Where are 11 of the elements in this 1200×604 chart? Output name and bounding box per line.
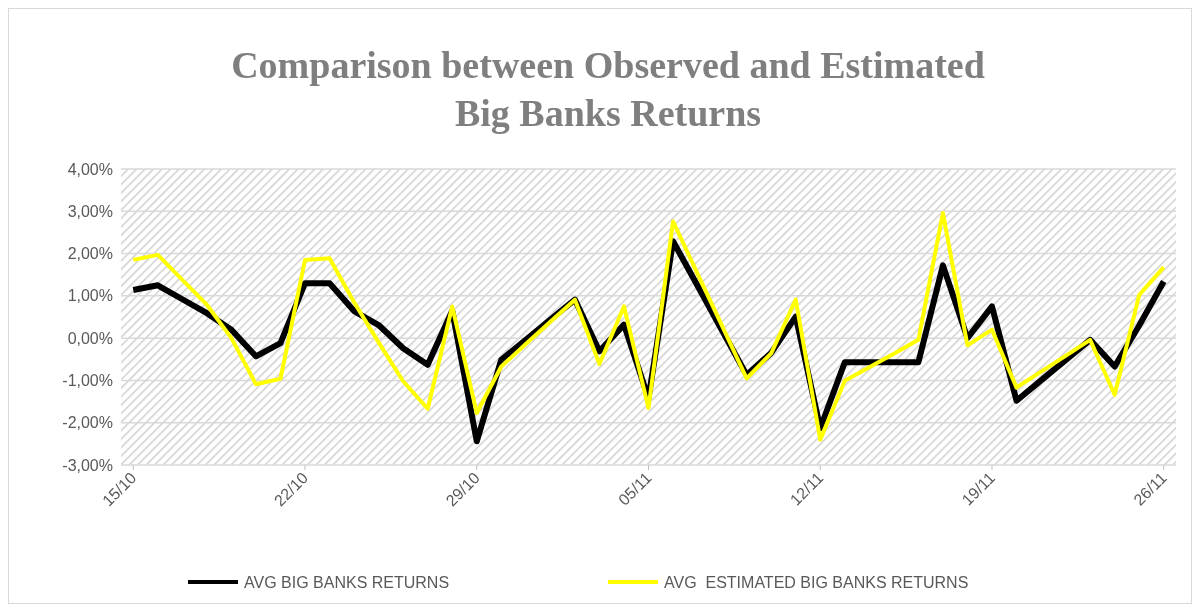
legend-label: AVG BIG BANKS RETURNS — [244, 573, 450, 591]
y-tick-label: 3,00% — [67, 202, 113, 220]
y-tick-label: 2,00% — [67, 245, 113, 263]
y-tick-label: 0,00% — [67, 329, 113, 347]
y-tick-label: 1,00% — [67, 287, 113, 305]
y-tick-label: -2,00% — [62, 414, 113, 432]
y-tick-label: 4,00% — [67, 160, 113, 178]
legend-label: AVG ESTIMATED BIG BANKS RETURNS — [664, 573, 969, 591]
y-tick-label: -1,00% — [62, 372, 113, 390]
chart-title: Comparison between Observed and Estimated Big Banks Returns — [231, 44, 985, 134]
y-tick-label: -3,00% — [62, 456, 113, 474]
